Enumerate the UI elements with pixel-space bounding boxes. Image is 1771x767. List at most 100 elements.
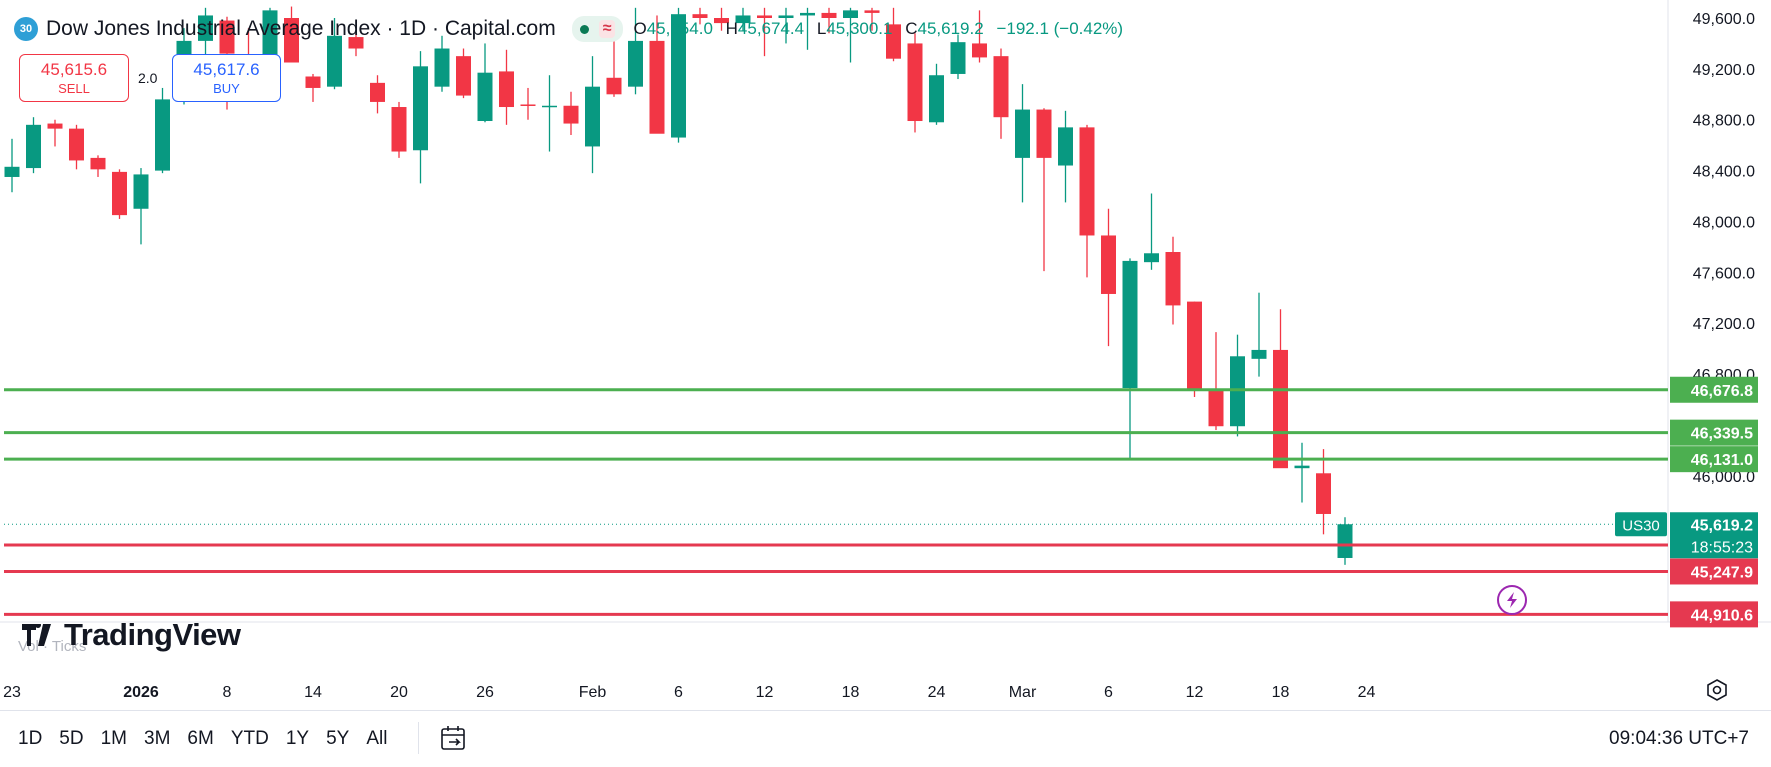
- ohlc-open-value: 45,354.0: [646, 19, 713, 38]
- candle-up[interactable]: [327, 35, 342, 87]
- support-level-tag[interactable]: [1670, 446, 1758, 473]
- candle-up[interactable]: [1337, 524, 1353, 558]
- candle-up[interactable]: [950, 42, 966, 74]
- ohlc-open-key: O: [633, 19, 647, 38]
- y-tick-label: 47,600.0: [1693, 265, 1755, 282]
- candle-down[interactable]: [714, 18, 729, 24]
- candle-up[interactable]: [1122, 260, 1138, 389]
- sell-button[interactable]: 45,615.6 SELL: [19, 54, 129, 102]
- candle-down[interactable]: [370, 82, 385, 102]
- range-5d[interactable]: 5D: [59, 728, 84, 749]
- candle-up[interactable]: [843, 10, 858, 18]
- candle-up[interactable]: [542, 105, 557, 108]
- candle-down[interactable]: [1079, 127, 1095, 236]
- candle-down[interactable]: [1316, 473, 1331, 514]
- level-label: 44,910.6: [1691, 607, 1753, 624]
- chart-title[interactable]: Dow Jones Industrial Average Index · 1D …: [46, 17, 556, 40]
- candle-down[interactable]: [886, 24, 901, 59]
- support-level-tag[interactable]: [1670, 376, 1758, 403]
- candle-up[interactable]: [671, 14, 686, 138]
- resistance-level-tag[interactable]: [1670, 601, 1758, 628]
- candle-down[interactable]: [1208, 390, 1224, 427]
- candle-down[interactable]: [1036, 109, 1052, 158]
- price-chart[interactable]: 49,600.0 49,200.0 48,800.0 48,400.0 48,000.0…: [0, 0, 1771, 710]
- range-6m[interactable]: 6M: [187, 728, 214, 749]
- candle-up[interactable]: [735, 15, 751, 24]
- candle-up[interactable]: [1294, 465, 1310, 469]
- range-1d[interactable]: 1D: [18, 728, 43, 749]
- range-ytd[interactable]: YTD: [230, 728, 269, 749]
- candle-down[interactable]: [520, 104, 536, 106]
- candle-down[interactable]: [864, 10, 880, 13]
- candle-up[interactable]: [477, 72, 493, 122]
- candle-down[interactable]: [1273, 349, 1288, 469]
- candle-down[interactable]: [1165, 252, 1181, 306]
- buy-button[interactable]: 45,617.6 BUY: [172, 54, 281, 102]
- candle-down[interactable]: [1101, 235, 1116, 294]
- chart-settings-icon[interactable]: [1706, 679, 1728, 701]
- candle-down[interactable]: [563, 105, 579, 124]
- symbol-tag[interactable]: [1615, 512, 1667, 537]
- candle-down[interactable]: [456, 56, 471, 96]
- candle-up[interactable]: [800, 12, 815, 16]
- candle-down[interactable]: [499, 71, 514, 108]
- candle-down[interactable]: [112, 171, 127, 216]
- candle-down[interactable]: [305, 76, 321, 88]
- candle-down[interactable]: [284, 18, 299, 63]
- candle-up[interactable]: [413, 66, 428, 151]
- candle-down[interactable]: [692, 14, 708, 18]
- candle-down[interactable]: [90, 157, 106, 170]
- date-range-icon[interactable]: [440, 724, 468, 752]
- y-tick-label: 49,200.0: [1693, 62, 1755, 79]
- candle-down[interactable]: [972, 43, 987, 58]
- candle-up[interactable]: [1058, 127, 1073, 166]
- market-status-pill[interactable]: ≈: [571, 16, 624, 42]
- range-3m[interactable]: 3M: [144, 728, 171, 749]
- candle-up[interactable]: [1230, 356, 1245, 427]
- candle-up[interactable]: [628, 40, 643, 87]
- y-tick-label: 49,600.0: [1693, 11, 1755, 28]
- range-1m[interactable]: 1M: [100, 728, 127, 749]
- support-level-tag[interactable]: [1670, 419, 1758, 446]
- candle-down[interactable]: [1187, 301, 1202, 390]
- candle-up[interactable]: [133, 174, 149, 209]
- range-all[interactable]: All: [366, 728, 388, 749]
- toolbar-divider: [418, 722, 419, 754]
- symbol-badge[interactable]: 30: [14, 17, 38, 41]
- candle-down[interactable]: [219, 20, 235, 54]
- candle-up[interactable]: [434, 48, 450, 87]
- candle-down[interactable]: [649, 40, 665, 134]
- candle-up[interactable]: [929, 75, 944, 123]
- candle-down[interactable]: [757, 15, 772, 18]
- x-tick-label: Feb: [579, 684, 607, 701]
- candle-down[interactable]: [821, 12, 837, 18]
- tradingview-logo[interactable]: TradingView: [22, 617, 241, 653]
- candle-up[interactable]: [1015, 109, 1030, 158]
- candle-up[interactable]: [198, 15, 213, 41]
- range-1y[interactable]: 1Y: [285, 728, 310, 749]
- sell-price: 45,615.6: [40, 60, 108, 79]
- candle-up[interactable]: [585, 86, 600, 147]
- level-label: 46,131.0: [1691, 452, 1753, 469]
- candle-up[interactable]: [26, 124, 41, 169]
- candle-down[interactable]: [69, 128, 84, 161]
- candle-down[interactable]: [993, 56, 1009, 118]
- range-5y[interactable]: 5Y: [326, 728, 350, 749]
- candle-down[interactable]: [348, 37, 364, 49]
- candle-down[interactable]: [47, 123, 63, 129]
- candle-up[interactable]: [778, 15, 794, 18]
- x-tick-label: 14: [304, 684, 322, 701]
- candle-up[interactable]: [4, 166, 20, 177]
- resistance-level-tag[interactable]: [1670, 558, 1758, 585]
- buy-label: BUY: [213, 81, 240, 96]
- candle-down[interactable]: [391, 107, 407, 152]
- last-price-tag[interactable]: [1670, 512, 1758, 559]
- candle-down[interactable]: [606, 77, 622, 95]
- candle-up[interactable]: [1251, 349, 1267, 359]
- x-tick-label: 6: [674, 684, 683, 701]
- candle-down[interactable]: [907, 43, 923, 122]
- y-tick-label: 46,000.0: [1693, 469, 1755, 486]
- clock-timezone[interactable]: 09:04:36 UTC+7: [1609, 728, 1749, 749]
- candle-up[interactable]: [1144, 253, 1159, 263]
- candle-up[interactable]: [155, 99, 170, 171]
